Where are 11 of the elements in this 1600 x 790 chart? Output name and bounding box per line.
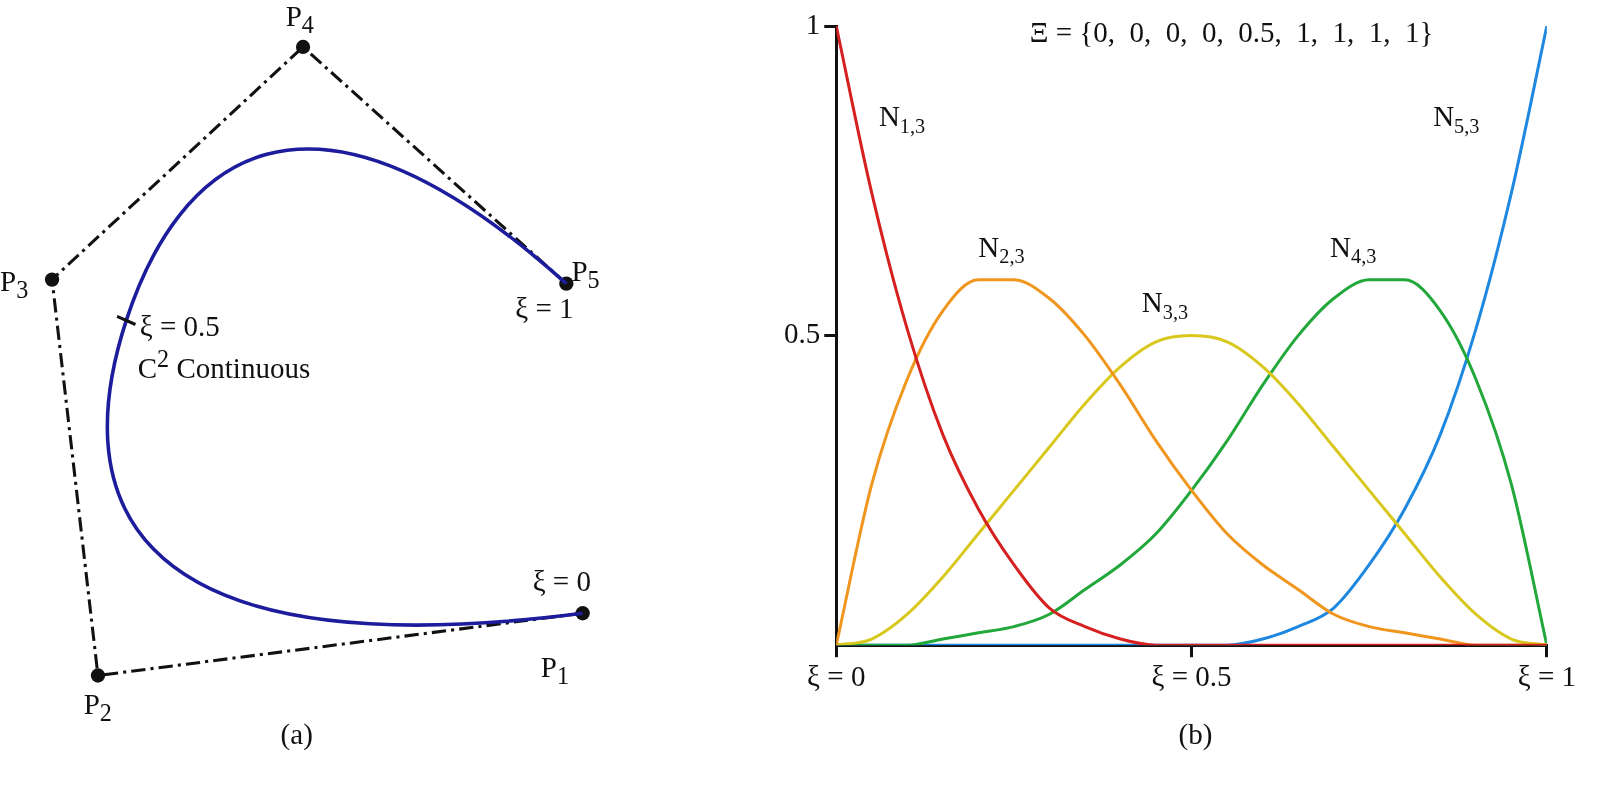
y-tick-label: 1 bbox=[805, 7, 821, 40]
text: P$_{2}$ bbox=[83, 687, 112, 726]
text: P$_{3}$ bbox=[0, 265, 29, 304]
x-tick-label: ξ = 0.5 bbox=[1151, 660, 1232, 693]
text: P$_{4}$ bbox=[285, 0, 314, 38]
text: (a) bbox=[280, 718, 313, 751]
x-tick-label: ξ = 1 bbox=[1517, 660, 1577, 693]
chart-title: Ξ = {0, 0, 0, 0, 0.5, 1, 1, 1, 1} bbox=[1029, 15, 1434, 48]
x-tick-label: ξ = 0 bbox=[807, 660, 866, 693]
text: (b) bbox=[1178, 718, 1213, 751]
y-tick-label: 0.5 bbox=[784, 317, 821, 350]
